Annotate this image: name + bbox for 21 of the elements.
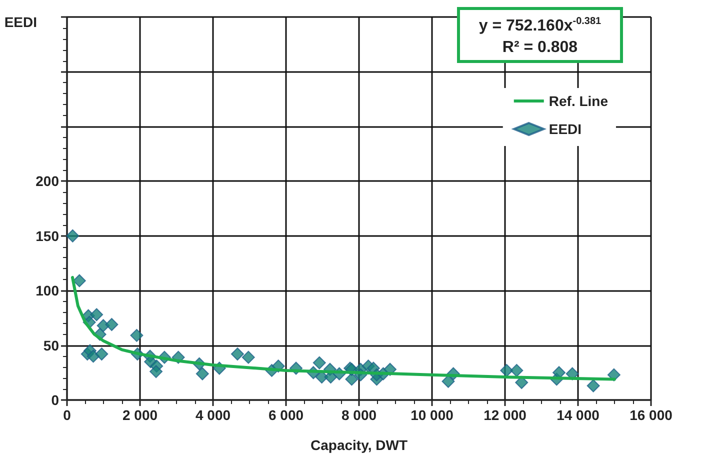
annotation: y = 752.160x$^{-0.381}$	[478, 15, 602, 36]
y-tick-label: 150	[36, 228, 60, 244]
y-tick-label: 100	[36, 282, 60, 299]
x-tick-label: 10 000	[410, 407, 454, 423]
x-tick-label: 6 000	[268, 407, 304, 423]
equation-box: y = 752.160x$^{-0.381}$ R² = 0.808	[457, 7, 623, 64]
x-tick-label: 16 000	[630, 407, 673, 423]
x-axis-title: Capacity, DWT	[310, 437, 408, 453]
x-tick-label: 12 000	[484, 407, 527, 423]
y-tick-label: 200	[36, 173, 60, 190]
legend-label: EEDI	[548, 121, 582, 137]
x-tick-label: 4 000	[195, 407, 231, 423]
legend-label: Ref. Line	[548, 93, 608, 109]
x-tick-label: 2 000	[122, 407, 158, 423]
x-tick-label: 8 000	[341, 407, 377, 423]
annotation: R² = 0.808	[501, 38, 579, 58]
x-tick-label: 14 000	[556, 407, 600, 423]
y-axis-title: EEDI	[4, 14, 37, 30]
y-tick-label: 50	[43, 337, 60, 354]
x-tick-label: 0	[63, 407, 72, 423]
y-tick-label: 0	[51, 392, 60, 408]
